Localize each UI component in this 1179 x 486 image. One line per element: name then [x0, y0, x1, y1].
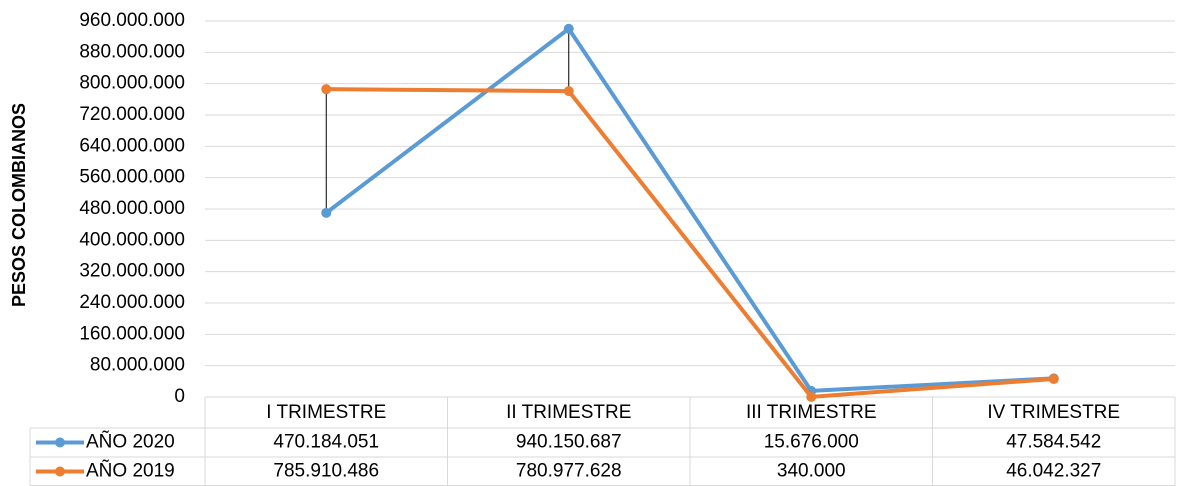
table-cell: 46.042.327	[1006, 461, 1101, 482]
y-tick-label: 800.000.000	[79, 73, 185, 94]
y-tick-label: 0	[174, 386, 185, 407]
series-line	[326, 87, 1054, 399]
x-tick-label: III TRIMESTRE	[746, 402, 877, 423]
table-cell: 785.910.486	[273, 461, 379, 482]
marker	[806, 391, 817, 402]
y-tick-label: 960.000.000	[79, 10, 185, 31]
legend-label: AÑO 2020	[86, 431, 175, 453]
y-tick-label: 480.000.000	[79, 198, 185, 219]
table-cell: 340.000	[777, 461, 846, 482]
marker	[321, 84, 332, 95]
y-tick-label: 880.000.000	[79, 41, 185, 62]
series-line	[325, 26, 1054, 393]
table-cell: 47.584.542	[1006, 432, 1101, 453]
marker	[563, 23, 574, 34]
y-axis-label: PESOS COLOMBIANOS	[9, 103, 29, 307]
y-tick-label: 400.000.000	[79, 229, 185, 250]
legend-marker	[55, 437, 65, 448]
table-cell: 940.150.687	[516, 432, 622, 453]
y-tick-label: 720.000.000	[79, 104, 185, 125]
x-tick-label: I TRIMESTRE	[266, 402, 386, 423]
marker	[1048, 373, 1059, 384]
y-tick-label: 160.000.000	[79, 323, 185, 344]
y-tick-label: 240.000.000	[79, 292, 185, 313]
legend-marker	[55, 466, 65, 477]
y-tick-label: 640.000.000	[79, 135, 185, 156]
table-cell: 15.676.000	[764, 432, 859, 453]
table-cell: 470.184.051	[273, 432, 379, 453]
legend-label: AÑO 2019	[86, 460, 175, 482]
x-tick-label: II TRIMESTRE	[506, 402, 631, 423]
table-cell: 780.977.628	[516, 461, 622, 482]
x-tick-label: IV TRIMESTRE	[987, 402, 1120, 423]
y-tick-label: 80.000.000	[90, 355, 185, 376]
y-tick-label: 560.000.000	[79, 167, 185, 188]
marker	[563, 86, 574, 97]
marker	[321, 207, 332, 218]
y-tick-label: 320.000.000	[79, 261, 185, 282]
